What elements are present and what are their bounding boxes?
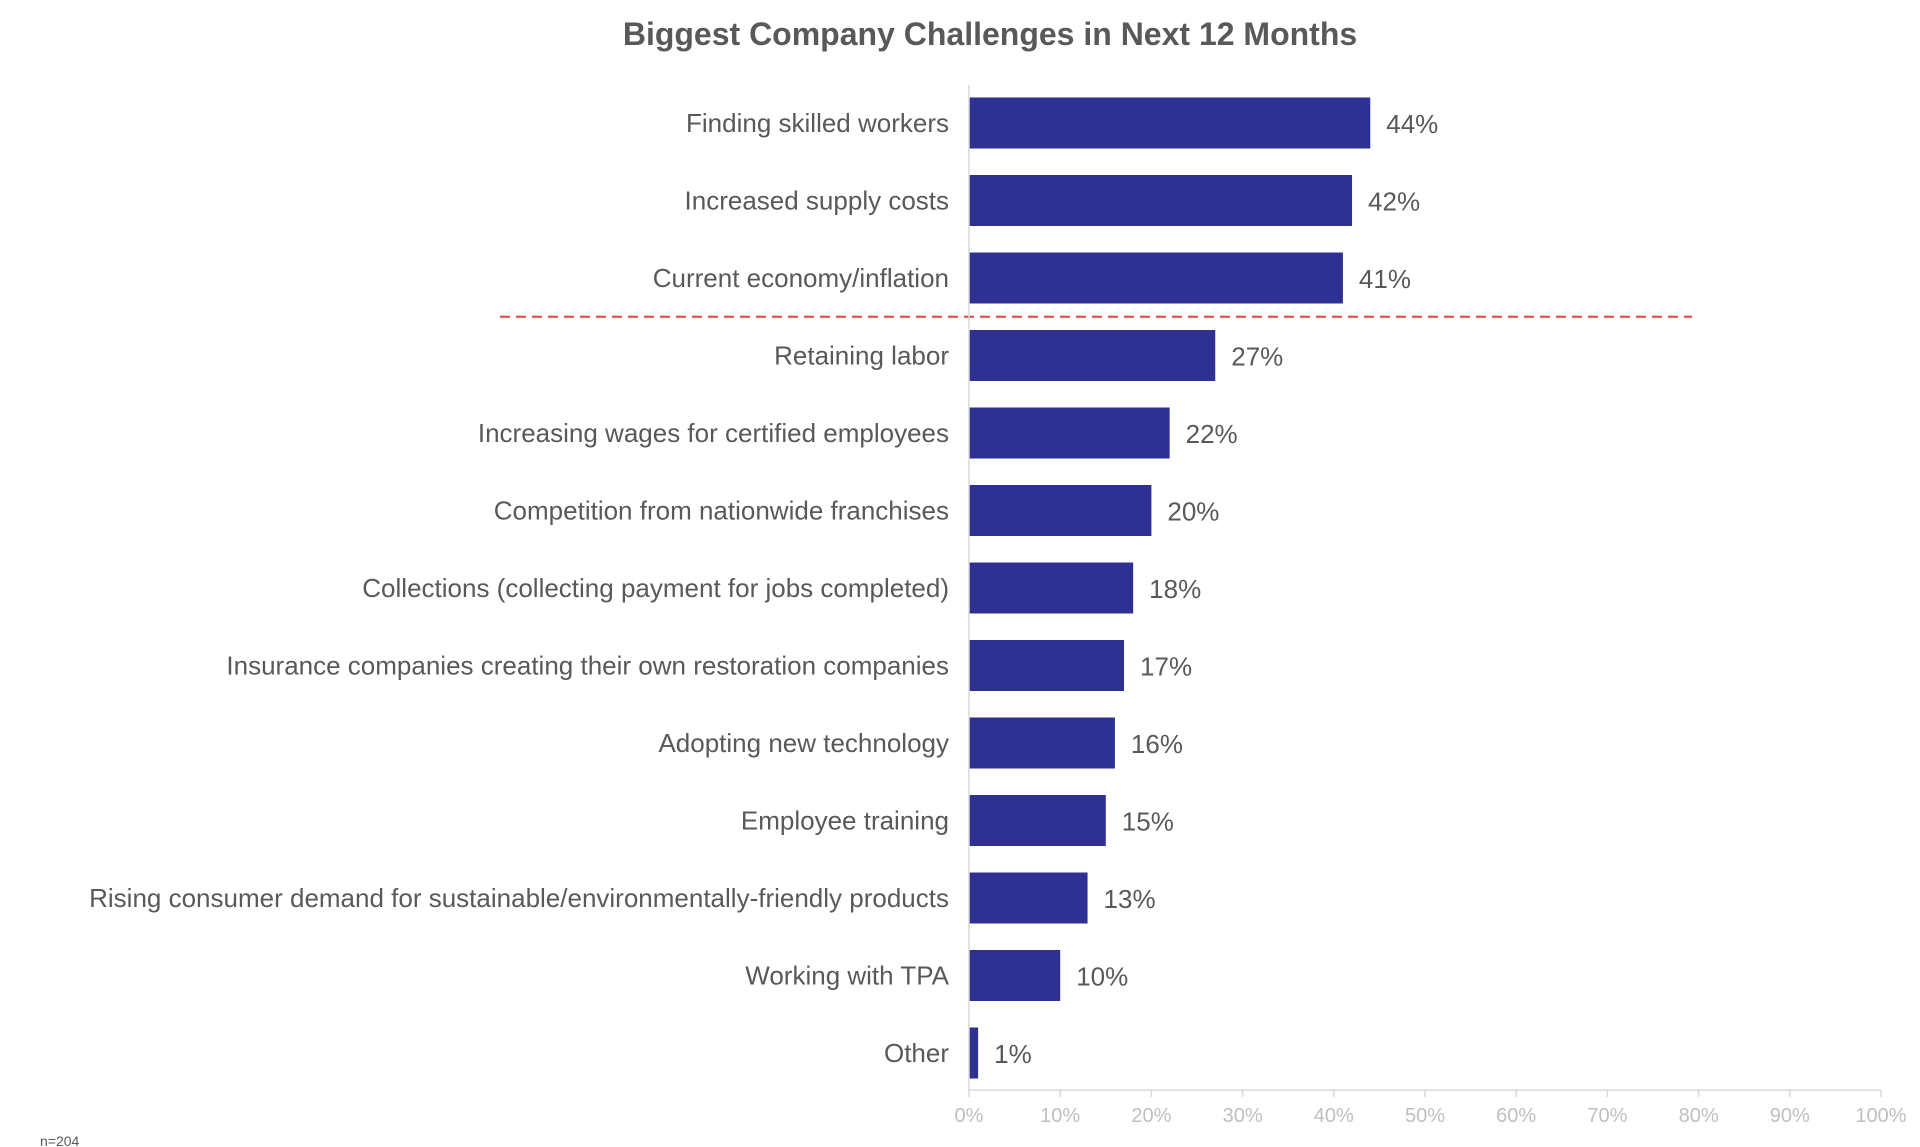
bar <box>969 1027 979 1079</box>
x-tick-label: 20% <box>1131 1105 1171 1127</box>
category-label: Other <box>884 1038 949 1068</box>
category-label: Competition from nationwide franchises <box>494 496 949 526</box>
bar <box>969 872 1088 924</box>
data-label: 15% <box>1122 807 1174 837</box>
data-label: 18% <box>1149 574 1201 604</box>
x-tick-label: 90% <box>1770 1105 1810 1127</box>
category-label: Insurance companies creating their own r… <box>226 651 949 681</box>
footnote: n=204 <box>40 1133 80 1147</box>
category-label: Finding skilled workers <box>686 108 949 138</box>
category-label: Increasing wages for certified employees <box>478 418 949 448</box>
x-axis: 0% 10% 20% 30% 40% 50% 60% 70% 80% 90% 100% <box>955 85 1907 1127</box>
category-label: Retaining labor <box>774 341 949 371</box>
x-tick-label: 30% <box>1223 1105 1263 1127</box>
category-label: Employee training <box>741 806 949 836</box>
bar <box>969 330 1216 381</box>
category-label: Collections (collecting payment for jobs… <box>362 573 949 603</box>
data-label: 22% <box>1186 419 1238 449</box>
category-label: Rising consumer demand for sustainable/e… <box>89 883 949 913</box>
bar <box>969 562 1134 614</box>
x-tick-label: 100% <box>1855 1105 1906 1127</box>
x-tick-label: 40% <box>1314 1105 1354 1127</box>
x-tick-label: 60% <box>1496 1105 1536 1127</box>
bar <box>969 485 1152 536</box>
chart-title: Biggest Company Challenges in Next 12 Mo… <box>623 16 1357 52</box>
data-label: 42% <box>1368 187 1420 217</box>
data-label: 44% <box>1386 109 1438 139</box>
bars-layer: Finding skilled workers 44% Increased supp… <box>89 97 1438 1079</box>
data-label: 16% <box>1131 729 1183 759</box>
bar <box>969 97 1371 149</box>
bar <box>969 795 1106 846</box>
bar <box>969 252 1343 304</box>
data-label: 27% <box>1231 342 1283 372</box>
x-tick-label: 70% <box>1587 1105 1627 1127</box>
data-label: 10% <box>1076 962 1128 992</box>
bar <box>969 950 1061 1001</box>
x-tick-label: 50% <box>1405 1105 1445 1127</box>
data-label: 13% <box>1104 884 1156 914</box>
x-tick-label: 0% <box>955 1105 984 1127</box>
category-label: Working with TPA <box>745 961 949 991</box>
data-label: 20% <box>1167 497 1219 527</box>
bar <box>969 640 1125 691</box>
data-label: 41% <box>1359 264 1411 294</box>
category-label: Adopting new technology <box>658 728 949 758</box>
category-label: Current economy/inflation <box>653 263 949 293</box>
data-label: 17% <box>1140 652 1192 682</box>
bar <box>969 407 1170 459</box>
bar <box>969 717 1115 769</box>
data-label: 1% <box>994 1039 1032 1069</box>
x-tick-label: 10% <box>1040 1105 1080 1127</box>
x-tick-label: 80% <box>1679 1105 1719 1127</box>
category-label: Increased supply costs <box>685 186 949 216</box>
bar <box>969 175 1353 226</box>
